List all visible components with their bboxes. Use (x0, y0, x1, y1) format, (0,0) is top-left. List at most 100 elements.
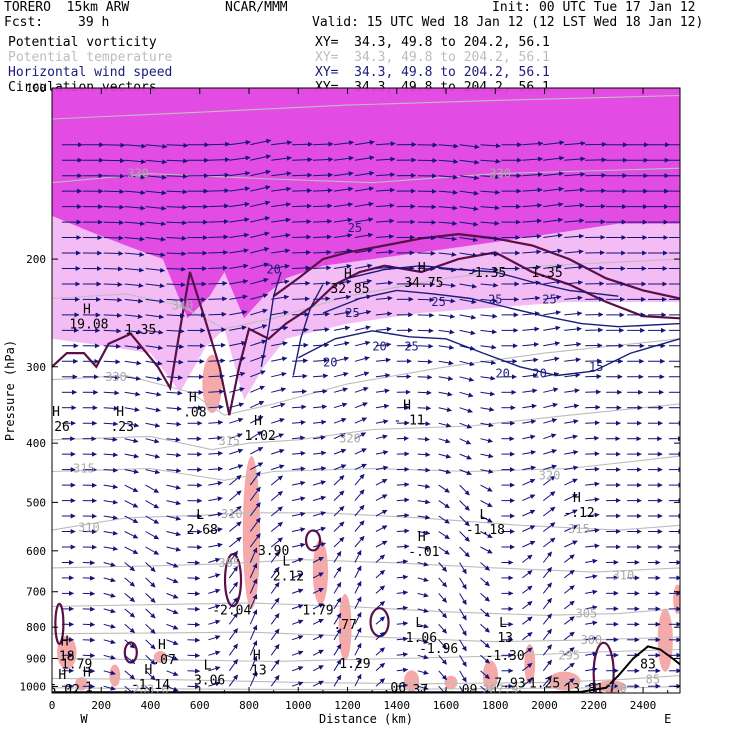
theta-label-7: 320 (539, 469, 561, 483)
circulation-vector-644 (354, 463, 367, 471)
circulation-vector-1022 (103, 670, 116, 676)
circulation-vector-24 (564, 140, 586, 146)
circulation-vector-220 (271, 248, 291, 254)
circulation-vector-460 (271, 371, 287, 378)
circulation-vector-324 (564, 295, 583, 301)
terrain-profile (52, 645, 680, 693)
wind-contour-1 (322, 289, 680, 328)
circulation-vector-490 (271, 387, 287, 393)
extremum-value-27: .07 (152, 653, 175, 668)
circulation-vector-1065 (375, 678, 385, 687)
circulation-vector-674 (354, 473, 365, 486)
circulation-vector-819 (249, 547, 258, 563)
circulation-vector-918 (438, 608, 447, 619)
circulation-vector-452 (103, 374, 120, 380)
extremum-marker-23: L (499, 616, 507, 631)
circulation-vector-1062 (312, 680, 324, 687)
circulation-vector-983 (542, 628, 552, 641)
circulation-vector-1063 (333, 674, 342, 687)
extremum-value-28: 1.29 (339, 657, 370, 672)
circulation-vector-704 (354, 489, 365, 501)
circulation-vector-955 (585, 620, 598, 626)
circulation-vector-664 (145, 484, 160, 493)
extremum-value-16: 3.90 (258, 544, 289, 559)
circulation-vector-153 (124, 221, 146, 226)
circulation-vector-362 (103, 328, 122, 334)
extremum-value-20: .77 (333, 618, 356, 633)
circulation-vector-83 (543, 171, 564, 177)
theta-label-16: 85 (646, 673, 660, 687)
circulation-vector-883 (333, 581, 342, 594)
circulation-vector-919 (459, 608, 467, 621)
circulation-vector-953 (542, 613, 552, 625)
extremum-value-30: 3.06 (194, 674, 225, 689)
circulation-vector-339 (250, 308, 268, 316)
circulation-vector-169 (459, 221, 479, 227)
circulation-vector-1042 (522, 662, 533, 672)
extremum-value-34: 7.93 (494, 676, 525, 691)
circulation-vector-994 (145, 654, 156, 665)
circulation-vector-527 (417, 405, 432, 411)
circulation-vector-560 (480, 422, 494, 428)
circulation-vector-95 (166, 189, 188, 195)
circulation-vector-936 (187, 622, 201, 628)
circulation-vector-580 (271, 433, 284, 440)
circulation-vector-706 (396, 497, 410, 503)
circulation-vector-770 (480, 531, 493, 539)
circulation-vector-882 (312, 587, 324, 594)
circulation-vector-1074 (563, 678, 575, 687)
circulation-vector-322 (522, 295, 541, 301)
circulation-vector-113 (543, 186, 564, 192)
y-tick-label-3: 700 (26, 586, 46, 599)
circulation-vector-340 (271, 310, 289, 316)
circulation-vector-233 (543, 248, 563, 254)
pv-blob-0 (57, 635, 77, 670)
circulation-vector-264 (564, 264, 584, 270)
circulation-vector-559 (459, 422, 473, 429)
circulation-vector-1073 (542, 675, 552, 687)
circulation-vector-665 (166, 484, 181, 490)
circulation-vector-604 (145, 453, 161, 459)
circulation-vector-303 (124, 298, 144, 304)
circulation-vector-975 (375, 631, 385, 641)
extremum-value-8: 32.85 (330, 282, 369, 297)
y-tick-label-8: 200 (26, 253, 46, 266)
wind-contour-0 (297, 330, 680, 377)
circulation-vector-617 (417, 452, 431, 458)
circulation-vector-1061 (291, 681, 304, 687)
theta-line-4 (52, 403, 680, 451)
circulation-vector-914 (354, 596, 362, 610)
valid-time: Valid: 15 UTC Wed 18 Jan 12 (12 LST Wed … (312, 15, 704, 30)
x-tick-label-11: 2200 (581, 699, 608, 712)
circulation-vector-272 (103, 281, 123, 287)
circulation-vector-638 (229, 464, 244, 471)
extremum-value-24: -1.30 (486, 649, 525, 664)
wind-label-6: 15 (589, 360, 603, 374)
extremum-value-6: -.11 (393, 414, 424, 429)
circulation-vector-259 (459, 268, 478, 274)
circulation-vector-459 (250, 370, 266, 378)
circulation-vector-244 (145, 267, 166, 273)
circulation-vector-302 (103, 297, 123, 303)
circulation-vector-485 (166, 390, 183, 396)
circulation-vector-457 (208, 373, 225, 379)
circulation-vector-1035 (375, 662, 385, 672)
circulation-vector-1060 (270, 674, 280, 687)
theta-label-10: 310 (221, 507, 243, 521)
extremum-marker-31: H (253, 648, 261, 663)
circulation-vector-790 (270, 537, 283, 548)
field-name-pv: Potential vorticity (8, 35, 157, 50)
circulation-vector-875 (166, 592, 179, 599)
circulation-vector-708 (438, 500, 450, 509)
circulation-vector-967 (208, 635, 221, 641)
circulation-vector-886 (396, 590, 409, 596)
circulation-vector-497 (417, 390, 432, 396)
circulation-vector-698 (228, 490, 242, 501)
extremum-marker-32: H (83, 665, 91, 680)
circulation-vector-722 (103, 515, 118, 521)
circulation-vector-772 (522, 525, 536, 532)
circulation-vector-551 (292, 419, 306, 425)
circulation-vector-825 (375, 554, 385, 563)
circulation-vector-683 (542, 475, 556, 486)
circulation-vector-993 (124, 654, 135, 664)
